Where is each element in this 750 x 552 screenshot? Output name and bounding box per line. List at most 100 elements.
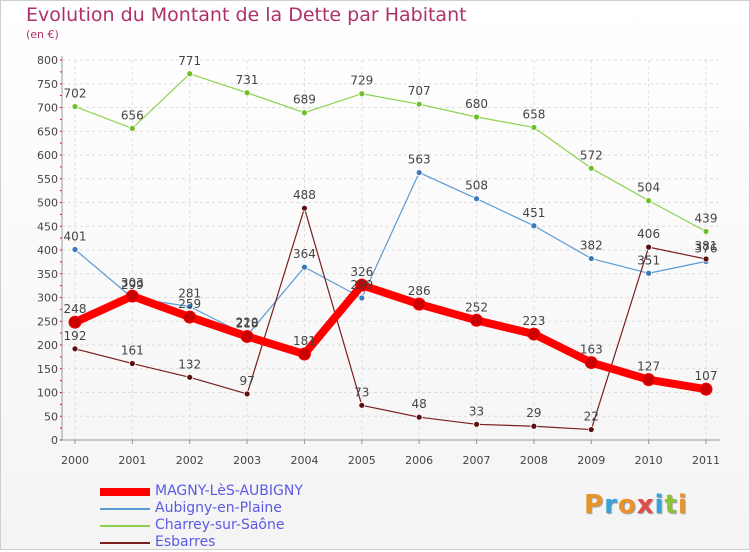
legend-label-esbarres: Esbarres: [155, 534, 216, 550]
data-label: 299: [121, 278, 144, 292]
data-label: 508: [465, 179, 488, 193]
data-label: 451: [522, 206, 545, 220]
data-point: [71, 246, 79, 253]
data-label: 192: [64, 329, 87, 343]
data-label: 48: [412, 397, 427, 411]
data-point: [301, 263, 308, 271]
legend-swatch-magny: [100, 488, 150, 496]
y-tick-label: 650: [37, 125, 58, 138]
data-point: [584, 356, 598, 370]
y-tick-label: 500: [37, 197, 58, 210]
y-tick-label: 600: [37, 149, 58, 162]
data-label: 401: [64, 230, 87, 244]
x-tick-label: 2002: [176, 454, 204, 467]
data-label: 689: [293, 93, 316, 107]
data-label: 29: [526, 406, 541, 420]
y-tick-labels: 0 50 100 150 200 250 300 350 400 450 500 550 600 650 7…: [37, 54, 58, 447]
data-label: 286: [408, 284, 431, 298]
data-point: [702, 255, 710, 263]
proxiti-logo: Proxiti: [584, 490, 688, 520]
y-tick-label: 200: [37, 339, 58, 352]
data-point: [297, 347, 311, 361]
data-label: 771: [178, 54, 201, 68]
data-point: [473, 113, 480, 121]
data-point: [183, 310, 197, 324]
legend-swatch-charrey: [100, 525, 150, 527]
data-point: [71, 103, 79, 110]
series-line-2: [74, 73, 707, 233]
data-point: [470, 313, 484, 327]
x-tick-label: 2008: [520, 454, 548, 467]
data-label: 22: [584, 410, 599, 424]
data-label: 504: [637, 181, 660, 195]
data-label: 439: [695, 211, 718, 225]
y-tick-label: 150: [37, 363, 58, 376]
y-tick-label: 350: [37, 268, 58, 281]
series-line-3: [74, 207, 707, 431]
x-tick-label: 2011: [692, 454, 720, 467]
data-label: 731: [236, 73, 259, 87]
data-label: 656: [121, 108, 144, 122]
data-label: 259: [178, 297, 201, 311]
data-label: 33: [469, 404, 484, 418]
data-label: 488: [293, 188, 316, 202]
data-point: [415, 169, 423, 176]
data-label: 326: [350, 265, 373, 279]
data-point: [186, 303, 194, 310]
x-tick-label: 2000: [61, 454, 89, 467]
data-label: 163: [580, 343, 603, 357]
data-point: [699, 382, 713, 396]
logo-letter: P: [584, 490, 605, 520]
data-label: 248: [64, 302, 87, 316]
x-tick-label: 2010: [635, 454, 663, 467]
data-label: 220: [236, 316, 259, 330]
data-point: [642, 373, 656, 387]
data-label: 702: [64, 87, 87, 101]
data-point: [243, 89, 251, 97]
data-label: 127: [637, 360, 660, 374]
data-label: 707: [408, 84, 431, 98]
x-tick-labels: 2000 2001 2002 2003 2004 2005 2006 2007 2008 2009…: [61, 454, 720, 467]
y-tick-label: 450: [37, 220, 58, 233]
chart-title: Evolution du Montant de la Dette par Hab…: [26, 4, 467, 26]
data-point: [645, 243, 653, 251]
data-point: [530, 422, 538, 430]
y-tick-label: 800: [37, 54, 58, 67]
data-point: [128, 124, 136, 132]
data-point: [645, 269, 653, 277]
data-label: 181: [293, 334, 316, 348]
data-point: [355, 278, 369, 292]
data-point: [415, 413, 423, 421]
data-label: 73: [354, 385, 369, 399]
x-tick-label: 2005: [348, 454, 376, 467]
legend-label-charrey: Charrey-sur-Saône: [155, 517, 285, 533]
data-label: 406: [637, 227, 660, 241]
data-label: 132: [178, 357, 201, 371]
axes: [60, 56, 720, 444]
legend-swatch-esbarres: [100, 542, 150, 544]
data-point: [358, 294, 366, 302]
y-tick-label: 100: [37, 387, 58, 400]
logo-letter: i: [677, 490, 688, 520]
series-line-0: [71, 281, 710, 394]
data-label: 218: [236, 316, 259, 330]
data-point: [358, 401, 366, 409]
data-point: [301, 109, 308, 117]
data-label: 680: [465, 97, 488, 111]
series-line-1: [74, 171, 707, 337]
data-point: [530, 124, 538, 131]
x-tick-label: 2009: [577, 454, 605, 467]
logo-letter: x: [636, 490, 655, 520]
y-tick-label: 550: [37, 173, 58, 186]
data-point: [68, 315, 82, 329]
data-label: 161: [121, 344, 144, 358]
data-label: 382: [580, 239, 603, 253]
data-point: [702, 228, 710, 235]
data-point: [301, 204, 308, 212]
data-point: [473, 420, 480, 428]
data-point: [530, 222, 538, 230]
data-point: [186, 70, 194, 78]
legend-label-aubigny: Aubigny-en-Plaine: [155, 500, 282, 516]
data-label: 381: [695, 239, 718, 253]
